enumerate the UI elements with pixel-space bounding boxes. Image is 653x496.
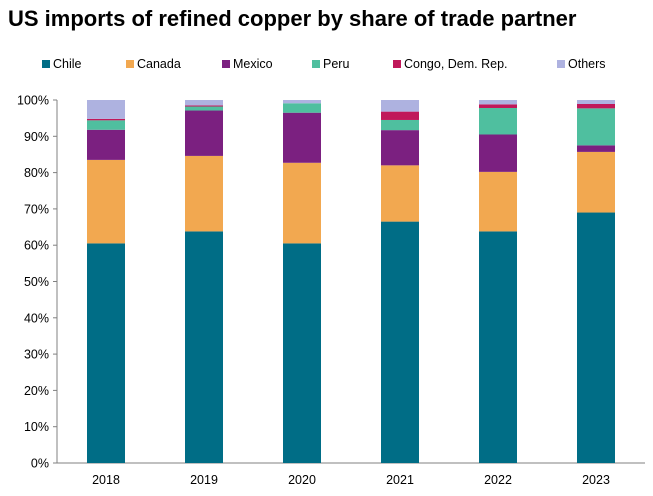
y-tick-label: 50% [24, 275, 49, 289]
legend-swatch [222, 60, 230, 68]
bar-mexico-2019 [185, 110, 223, 156]
bar-stack-2021 [381, 100, 419, 463]
chart-title: US imports of refined copper by share of… [8, 6, 577, 31]
bar-others-2023 [577, 100, 615, 104]
bar-stack-2020 [283, 100, 321, 463]
legend-swatch [393, 60, 401, 68]
legend: Chile Canada Mexico Peru Congo, Dem. Rep. Oth… [0, 57, 653, 73]
bar-canada-2020 [283, 162, 321, 244]
bar-congo-dem-rep--2018 [87, 118, 125, 121]
bar-canada-2018 [87, 159, 125, 244]
bar-congo-dem-rep--2023 [577, 103, 615, 109]
y-tick-label: 100% [17, 94, 49, 108]
legend-label: Congo, Dem. Rep. [404, 57, 508, 71]
x-tick-label: 2018 [92, 473, 120, 487]
bar-canada-2021 [381, 165, 419, 222]
legend-label: Others [568, 57, 606, 71]
bar-chile-2021 [381, 221, 419, 463]
legend-swatch [557, 60, 565, 68]
x-tick-label: 2023 [582, 473, 610, 487]
legend-label: Chile [53, 57, 82, 71]
bar-stack-2019 [185, 100, 223, 463]
y-tick-label: 40% [24, 311, 49, 325]
bar-congo-dem-rep--2022 [479, 104, 517, 108]
bar-peru-2023 [577, 108, 615, 146]
legend-swatch [312, 60, 320, 68]
bar-others-2018 [87, 100, 125, 119]
legend-item-chile: Chile [42, 57, 82, 71]
legend-label: Peru [323, 57, 350, 71]
y-tick-label: 60% [24, 239, 49, 253]
legend-item-others: Others [557, 57, 606, 71]
legend-swatch [42, 60, 50, 68]
y-tick-label: 30% [24, 348, 49, 362]
bar-others-2022 [479, 100, 517, 105]
bar-canada-2022 [479, 171, 517, 232]
bar-stack-2018 [87, 100, 125, 463]
legend-label: Mexico [233, 57, 273, 71]
bar-peru-2021 [381, 119, 419, 131]
y-tick-label: 0% [31, 457, 49, 471]
x-tick-label: 2020 [288, 473, 316, 487]
bar-stack-2022 [479, 100, 517, 463]
bar-mexico-2023 [577, 145, 615, 152]
y-tick-label: 90% [24, 130, 49, 144]
bar-others-2020 [283, 100, 321, 104]
bar-canada-2023 [577, 151, 615, 213]
legend-label: Canada [137, 57, 181, 71]
legend-swatch [126, 60, 134, 68]
bar-others-2019 [185, 100, 223, 106]
legend-item-congo-dem-rep-: Congo, Dem. Rep. [393, 57, 508, 71]
bar-chile-2020 [283, 243, 321, 463]
legend-item-canada: Canada [126, 57, 181, 71]
bar-chile-2022 [479, 231, 517, 463]
y-tick-label: 80% [24, 166, 49, 180]
bar-mexico-2021 [381, 130, 419, 166]
bar-chile-2019 [185, 231, 223, 463]
x-tick-label: 2019 [190, 473, 218, 487]
bar-peru-2022 [479, 107, 517, 135]
bar-mexico-2022 [479, 134, 517, 172]
bar-stack-2023 [577, 100, 615, 463]
y-tick-label: 20% [24, 384, 49, 398]
bar-peru-2020 [283, 103, 321, 113]
bar-chile-2018 [87, 243, 125, 463]
bar-mexico-2018 [87, 129, 125, 160]
y-tick-label: 10% [24, 420, 49, 434]
legend-item-mexico: Mexico [222, 57, 273, 71]
bar-congo-dem-rep--2021 [381, 111, 419, 120]
x-tick-label: 2022 [484, 473, 512, 487]
bar-peru-2018 [87, 120, 125, 130]
y-tick-label: 70% [24, 202, 49, 216]
bar-congo-dem-rep--2019 [185, 105, 223, 107]
bar-mexico-2020 [283, 112, 321, 163]
bar-chile-2023 [577, 212, 615, 463]
bar-others-2021 [381, 100, 419, 112]
bar-peru-2019 [185, 106, 223, 111]
legend-item-peru: Peru [312, 57, 349, 71]
x-tick-label: 2021 [386, 473, 414, 487]
bar-canada-2019 [185, 155, 223, 232]
